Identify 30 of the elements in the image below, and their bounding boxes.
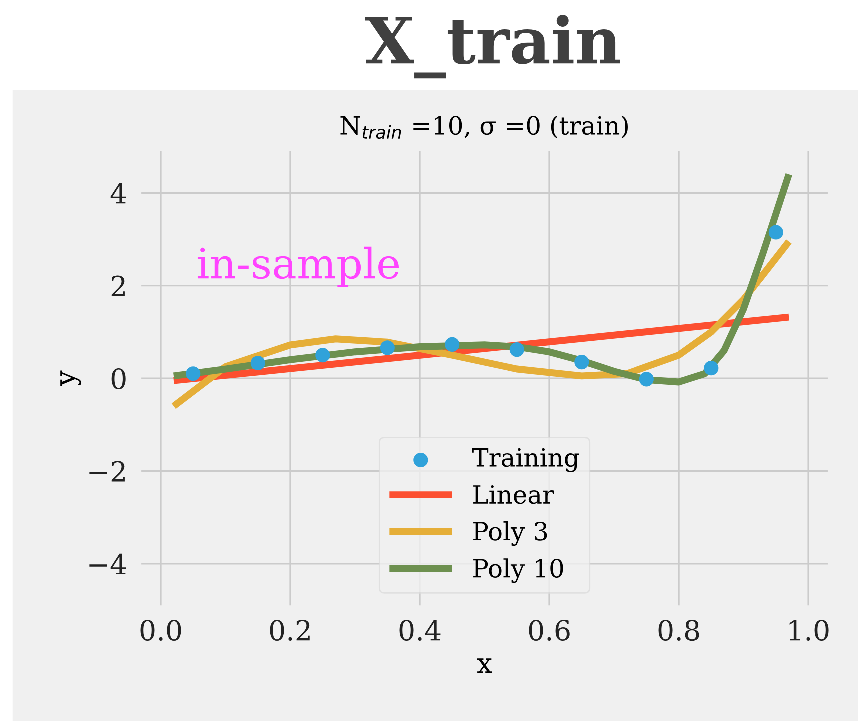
x-tick-label: 0.0: [140, 620, 182, 642]
point: [768, 225, 784, 240]
x-axis-title: x: [477, 658, 492, 674]
x-tick-label: 1.0: [790, 620, 829, 642]
legend-label: Linear: [474, 485, 554, 504]
point: [510, 342, 524, 358]
x-tick-label: 0.8: [658, 620, 700, 642]
legend-label: Poly 3: [474, 522, 548, 546]
legend-label: Training: [472, 448, 580, 472]
point: [639, 372, 654, 387]
legend-label: Poly 10: [474, 558, 564, 584]
annotation: in-sample: [198, 246, 400, 288]
y-tick-label: 4: [110, 183, 126, 204]
x-tick-label: 0.2: [270, 620, 310, 642]
point: [574, 355, 590, 370]
point: [316, 348, 330, 363]
y-tick-label: 0: [112, 368, 126, 390]
point: [186, 366, 201, 382]
y-tick-label: −4: [90, 554, 126, 574]
point: [380, 340, 395, 356]
point: [704, 361, 719, 376]
x-tick-label: 0.6: [529, 620, 570, 642]
y-tick-label: −2: [90, 461, 125, 482]
x-tick-label: 0.4: [400, 620, 441, 642]
point: [445, 337, 460, 352]
chart-subtitle: N$_{train}$ =10, σ =0 (train): [340, 116, 628, 140]
y-tick-label: 2: [112, 276, 125, 296]
point: [250, 356, 266, 371]
y-axis-title: y: [60, 370, 82, 386]
chart-title: X_train: [365, 15, 620, 79]
